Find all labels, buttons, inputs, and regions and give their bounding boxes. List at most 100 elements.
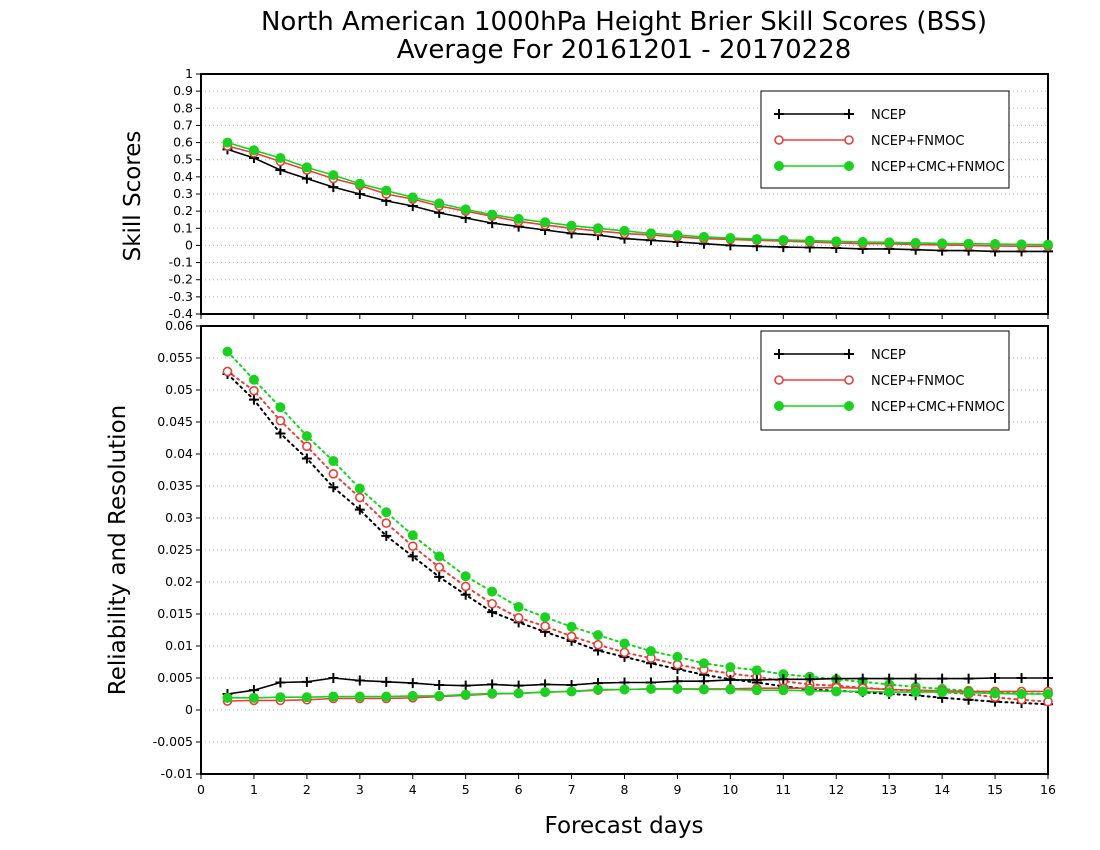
bottom-series-ncep-fnmoc-resolution-point bbox=[487, 598, 497, 609]
bottom-series-ncep-cmc-fnmoc-reliability-point bbox=[884, 687, 895, 698]
bottom-series-ncep-cmc-fnmoc-reliability-point bbox=[910, 687, 921, 698]
top-series-ncep-cmc-fnmoc-point bbox=[990, 239, 1001, 250]
bottom-series-ncep-cmc-fnmoc-resolution-point bbox=[354, 483, 365, 494]
bottom-y-tick-label: 0 bbox=[185, 702, 193, 717]
bottom-series-ncep-cmc-fnmoc-reliability-point bbox=[990, 688, 1001, 699]
bottom-series-ncep-cmc-fnmoc-resolution-point bbox=[619, 638, 630, 649]
bottom-series-ncep-resolution-point bbox=[487, 607, 498, 618]
bottom-y-tick-label: 0.03 bbox=[165, 510, 193, 525]
bottom-series-ncep-fnmoc-resolution-point bbox=[381, 518, 392, 528]
top-series-ncep-cmc-fnmoc-point bbox=[407, 192, 418, 203]
bottom-series-ncep-cmc-fnmoc-reliability-point bbox=[487, 688, 498, 699]
bottom-series-ncep-resolution-point bbox=[354, 504, 365, 515]
bottom-x-tick-label: 5 bbox=[462, 782, 470, 797]
top-series-ncep-cmc-fnmoc-point bbox=[1043, 239, 1053, 250]
bottom-x-tick-label: 8 bbox=[621, 782, 629, 797]
top-series-ncep-cmc-fnmoc-point bbox=[963, 238, 974, 249]
top-series-ncep-cmc-fnmoc-point bbox=[645, 228, 656, 239]
bottom-x-tick-label: 11 bbox=[775, 782, 791, 797]
bottom-legend: NCEP NCEP+FNMOC NCEP+CMC+FNMOC bbox=[760, 330, 1010, 431]
chart-title-line2: Average For 20161201 - 20170228 bbox=[397, 35, 852, 65]
top-series-ncep-cmc-fnmoc-point bbox=[725, 233, 736, 244]
top-series-ncep-cmc-fnmoc-point bbox=[434, 198, 445, 209]
top-legend-marker bbox=[844, 109, 854, 119]
top-series-ncep-cmc-fnmoc-point bbox=[487, 209, 498, 220]
bottom-series-ncep-fnmoc-resolution-point bbox=[434, 562, 445, 573]
bottom-series-ncep-cmc-fnmoc-reliability-point bbox=[645, 683, 656, 694]
top-legend-marker bbox=[774, 161, 784, 171]
bottom-x-tick-label: 0 bbox=[197, 782, 205, 797]
bottom-series-ncep-cmc-fnmoc-resolution-point bbox=[407, 530, 418, 541]
bottom-y-tick-label: 0.055 bbox=[157, 350, 193, 365]
top-series-ncep-cmc-fnmoc-point bbox=[222, 137, 233, 148]
bottom-series-ncep-cmc-fnmoc-reliability-point bbox=[937, 687, 948, 698]
top-series-ncep-cmc-fnmoc-point bbox=[381, 185, 392, 196]
bottom-series-ncep-cmc-fnmoc-resolution-point bbox=[328, 456, 339, 467]
bottom-series-ncep-cmc-fnmoc-reliability-point bbox=[1016, 689, 1027, 699]
top-y-tick-label: 0.4 bbox=[173, 169, 193, 184]
bottom-y-axis-title: Reliability and Resolution bbox=[105, 405, 131, 695]
bottom-series-ncep-reliability bbox=[222, 673, 1053, 699]
bottom-legend-marker bbox=[844, 349, 854, 359]
bottom-series-ncep-reliability-point bbox=[963, 673, 974, 684]
bottom-series-ncep-fnmoc-resolution-point bbox=[275, 415, 286, 426]
top-series-ncep bbox=[222, 144, 1053, 257]
bottom-series-ncep-fnmoc-resolution-point bbox=[513, 613, 524, 623]
bottom-series-ncep-resolution-point bbox=[275, 428, 286, 439]
bottom-legend-label: NCEP+FNMOC bbox=[871, 374, 964, 389]
top-series-ncep-cmc-fnmoc-point bbox=[619, 225, 630, 236]
bottom-x-tick-label: 6 bbox=[515, 782, 523, 797]
top-y-axis-title: Skill Scores bbox=[120, 131, 146, 262]
bottom-series-ncep-cmc-fnmoc-reliability-point bbox=[354, 691, 365, 702]
top-series-ncep-cmc-fnmoc-point bbox=[672, 230, 683, 241]
bottom-y-tick-label: 0.035 bbox=[157, 478, 193, 493]
top-y-tick-label: -0.2 bbox=[169, 272, 193, 287]
bottom-series-ncep-cmc-fnmoc-reliability-point bbox=[751, 685, 762, 696]
bottom-series-ncep-reliability-point bbox=[725, 674, 736, 685]
bottom-series-ncep-cmc-fnmoc-reliability-point bbox=[328, 691, 339, 702]
bottom-series-ncep-cmc-fnmoc-resolution-point bbox=[301, 431, 312, 442]
bottom-series-ncep-reliability-point bbox=[407, 678, 418, 689]
bottom-y-tick-label: 0.05 bbox=[165, 382, 193, 397]
bottom-series-ncep-reliability-point bbox=[1043, 673, 1053, 683]
top-legend-marker bbox=[844, 161, 854, 171]
bottom-series-ncep-cmc-fnmoc-reliability-point bbox=[407, 690, 418, 701]
top-series-ncep-cmc-fnmoc-point bbox=[698, 231, 709, 242]
top-y-tick-label: 0.3 bbox=[173, 186, 193, 201]
bottom-series-ncep-reliability-point bbox=[937, 673, 948, 684]
bottom-series-ncep-resolution-point bbox=[434, 571, 445, 582]
bottom-legend-label: NCEP+CMC+FNMOC bbox=[871, 400, 1005, 415]
top-series-ncep-cmc-fnmoc-point bbox=[248, 145, 259, 156]
top-series-ncep-cmc-fnmoc-point bbox=[540, 217, 551, 228]
bottom-series-ncep-reliability-point bbox=[778, 674, 789, 685]
bottom-series-ncep-cmc-fnmoc-reliability-point bbox=[540, 687, 551, 698]
bottom-series-ncep-fnmoc-resolution-point bbox=[407, 541, 418, 551]
bottom-series-ncep-resolution-point bbox=[407, 551, 418, 562]
bottom-series-ncep-reliability-point bbox=[831, 673, 842, 684]
bottom-y-tick-label: 0.04 bbox=[165, 446, 193, 461]
bottom-series-ncep-fnmoc-resolution-point bbox=[355, 492, 365, 503]
bottom-series-ncep-resolution-point bbox=[381, 530, 392, 541]
bottom-series-ncep-cmc-fnmoc-reliability-point bbox=[434, 690, 445, 701]
top-series-ncep-point bbox=[328, 182, 339, 193]
bottom-x-tick-label: 1 bbox=[250, 782, 258, 797]
bottom-series-ncep-fnmoc-resolution-point bbox=[249, 385, 259, 396]
top-y-tick-label: 0.1 bbox=[173, 220, 193, 235]
bottom-x-tick-label: 15 bbox=[987, 782, 1003, 797]
bottom-y-tick-label: 0.045 bbox=[157, 414, 193, 429]
bottom-series-ncep-reliability-point bbox=[487, 679, 498, 690]
bottom-series-ncep-cmc-fnmoc-resolution-point bbox=[460, 571, 471, 582]
x-axis-title: Forecast days bbox=[545, 813, 704, 839]
top-y-tick-label: 0.8 bbox=[173, 100, 193, 115]
bottom-x-tick-label: 2 bbox=[303, 782, 311, 797]
bottom-series-ncep-fnmoc-resolution-point bbox=[540, 621, 550, 631]
chart-title-line1: North American 1000hPa Height Brier Skil… bbox=[261, 7, 987, 37]
bottom-series-ncep-cmc-fnmoc-resolution-point bbox=[275, 402, 286, 413]
bottom-series-ncep-cmc-fnmoc-reliability-point bbox=[698, 684, 709, 695]
bottom-series-ncep-resolution-point bbox=[460, 589, 471, 600]
bottom-series-ncep-cmc-fnmoc-reliability-point bbox=[593, 684, 604, 695]
bottom-series-ncep-reliability-point bbox=[1016, 673, 1027, 683]
top-series-ncep-point bbox=[275, 165, 286, 175]
bottom-y-tick-label: 0.01 bbox=[165, 638, 193, 653]
